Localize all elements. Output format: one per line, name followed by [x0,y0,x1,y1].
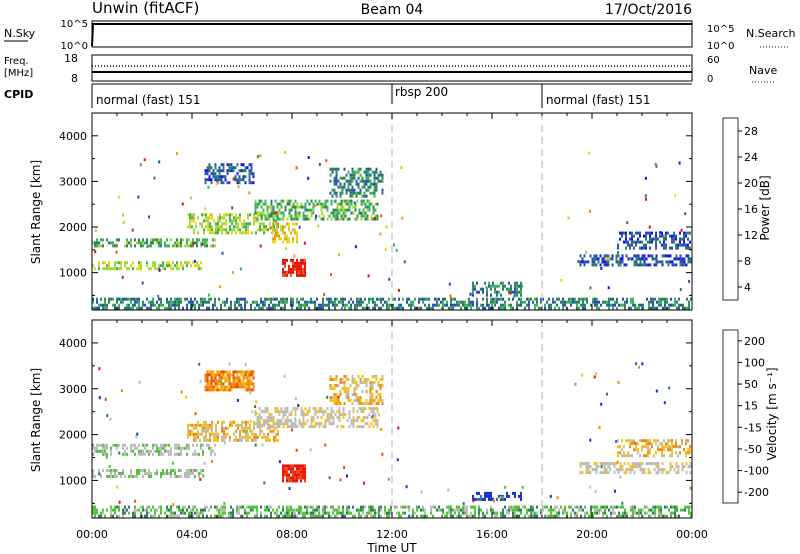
velocity-region [254,407,379,429]
power-region [579,254,692,267]
nsky-right-label: N.Search [746,27,796,40]
velocity-colorbar-tick: -200 [744,486,769,499]
power-colorbar-tick: 8 [744,255,751,268]
power-ylabel: Slant Range [km] [29,160,43,264]
velocity-region [92,443,216,456]
velocity-region [204,370,255,392]
freq-label-1: Freq. [4,56,29,67]
cpid-segment-1: normal (fast) 151 [96,93,200,107]
nsky-left-tick-top: 10^5 [61,19,88,30]
power-y-tick-label: 2000 [59,221,87,234]
freq-right-tick-top: 60 [707,55,720,66]
velocity-region [282,464,306,483]
velocity-colorbar-label: Velocity [m s⁻¹] [765,367,779,460]
velocity-y-tick-label: 2000 [59,429,87,442]
power-y-tick-label: 4000 [59,130,87,143]
velocity-panel: 1000 2000 3000 4000 Slant Range [km] [29,319,693,519]
x-tick-label: 00:00 [76,528,108,541]
power-region [92,238,216,248]
x-tick-label: 16:00 [476,528,508,541]
power-scatter [94,150,691,298]
power-region [617,231,691,250]
power-colorbar-tick: 24 [744,151,758,164]
x-tick-label: 20:00 [576,528,608,541]
power-region [472,281,522,297]
power-region [92,261,202,271]
velocity-region [329,375,384,405]
cpid-segment-3: normal (fast) 151 [546,93,650,107]
power-region [272,222,298,244]
cpid-panel: CPID normal (fast) 151 rbsp 200 normal (… [4,83,692,108]
velocity-ylabel: Slant Range [km] [29,368,43,472]
date-title: 17/Oct/2016 [605,2,692,18]
velocity-colorbar-tick: 50 [744,378,758,391]
power-y-tick-label: 1000 [59,267,87,280]
freq-label-2: [MHz] [4,68,33,79]
nsky-trace [91,23,692,47]
beam-title: Beam 04 [361,2,424,18]
power-colorbar-tick: 20 [744,177,758,190]
velocity-scatter [98,362,692,507]
power-region [282,258,306,277]
power-region [92,297,692,310]
x-tick-label: 04:00 [176,528,208,541]
nsky-right-tick-top: 10^5 [707,24,734,35]
cpid-label: CPID [4,88,33,101]
power-colorbar-label: Power [dB] [758,175,772,240]
x-tick-label: 12:00 [376,528,408,541]
x-axis-ticks: 00:00 04:00 08:00 12:00 16:00 20:00 00:00 [76,528,708,541]
power-y-tick-label: 3000 [59,175,87,188]
velocity-colorbar-tick: 100 [744,356,765,369]
power-colorbar-tick: 16 [744,203,758,216]
power-region [329,167,384,198]
x-axis-label: Time UT [366,541,417,554]
power-colorbar-tick: 4 [744,281,751,294]
velocity-region [579,462,692,475]
nave-label: Nave [749,64,777,77]
velocity-colorbar-tick: -100 [744,465,769,478]
freq-panel: Freq. [MHz] 18 8 60 0 Nave [4,52,777,85]
nsky-left-label: N.Sky [4,27,36,40]
velocity-y-tick-label: 4000 [59,337,87,350]
power-colorbar: 28 24 20 16 12 8 4 Power [dB] [722,117,772,301]
freq-left-tick-top: 18 [64,52,78,65]
power-axes: 1000 2000 3000 4000 [59,113,693,310]
velocity-heatmap [92,362,692,518]
x-tick-label: 08:00 [276,528,308,541]
velocity-y-tick-label: 1000 [59,474,87,487]
nsky-right-tick-bottom: 10^0 [707,41,734,52]
velocity-colorbar-tick: -50 [744,443,762,456]
velocity-y-tick-label: 3000 [59,383,87,396]
power-colorbar-tick: 12 [744,229,758,242]
power-heatmap [92,150,692,310]
power-colorbar-tick: 28 [744,125,758,138]
cpid-segment-2: rbsp 200 [395,85,448,99]
power-region [204,163,255,185]
x-tick-label: 00:00 [676,528,708,541]
power-panel: 1000 2000 3000 4000 Slant Range [km] [29,112,693,311]
velocity-region [617,439,691,458]
freq-right-tick-bottom: 0 [707,74,713,85]
nsky-left-tick-bottom: 10^0 [61,41,88,52]
station-title: Unwin (fitACF) [92,0,199,17]
velocity-region [472,491,522,501]
velocity-colorbar-tick: -15 [744,421,762,434]
velocity-colorbar-tick: 15 [744,400,758,413]
velocity-region [92,505,692,518]
velocity-colorbar-tick: 200 [744,335,765,348]
nsky-panel: N.Sky 10^5 10^0 10^5 10^0 N.Search [4,19,796,52]
velocity-axes: 1000 2000 3000 4000 [59,320,693,518]
velocity-region [92,469,204,478]
velocity-colorbar: 200 100 50 15 -15 -50 -100 -200 Velocity [m s⁻¹… [722,329,779,504]
freq-left-tick-bottom: 8 [71,72,78,85]
